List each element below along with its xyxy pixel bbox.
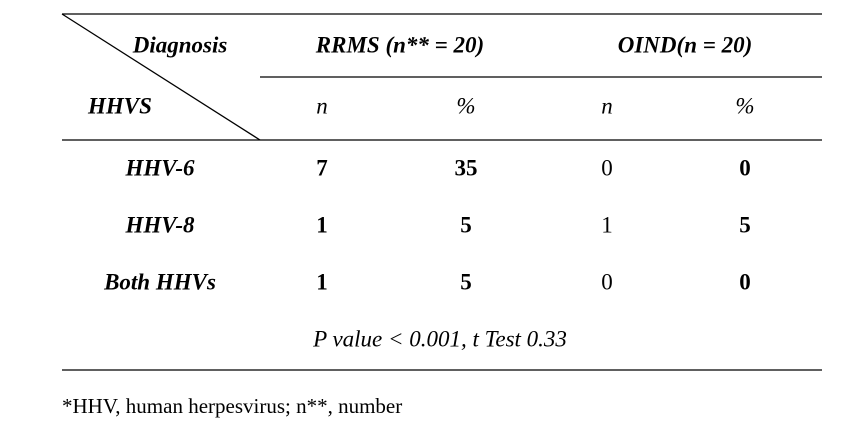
corner-diagonal bbox=[61, 13, 261, 141]
cell: 35 bbox=[455, 155, 478, 180]
cell: 5 bbox=[460, 269, 472, 294]
cell: 1 bbox=[601, 212, 613, 237]
row-label: HHV-8 bbox=[124, 212, 195, 237]
cell: 7 bbox=[316, 155, 328, 180]
subheader: n bbox=[601, 93, 613, 118]
cell: 0 bbox=[601, 269, 613, 294]
row-label: Both HHVs bbox=[103, 269, 216, 294]
cell: 1 bbox=[316, 269, 328, 294]
subheader: % bbox=[456, 93, 475, 118]
footnote: *HHV, human herpesvirus; n**, number bbox=[62, 394, 402, 418]
row-label: HHV-6 bbox=[124, 155, 195, 180]
cell: 5 bbox=[739, 212, 751, 237]
cell: 5 bbox=[460, 212, 472, 237]
subheader: n bbox=[316, 93, 328, 118]
summary: P value < 0.001, t Test 0.33 bbox=[312, 326, 567, 351]
cell: 1 bbox=[316, 212, 328, 237]
subheader: % bbox=[735, 93, 754, 118]
table-body: n% n % HHV-6 7 35 0 0 HHV-8 1 5 1 5 Both HHVs 1 5 0 0 bbox=[103, 93, 755, 294]
group-header: RRMS (n** = 20) bbox=[315, 32, 484, 57]
corner-top: Diagnosis bbox=[132, 32, 228, 57]
corner-bottom: HHVS bbox=[87, 93, 152, 118]
cell: 0 bbox=[739, 269, 751, 294]
group-header: OIND(n = 20) bbox=[618, 32, 753, 57]
cell: 0 bbox=[739, 155, 751, 180]
cell: 0 bbox=[601, 155, 613, 180]
